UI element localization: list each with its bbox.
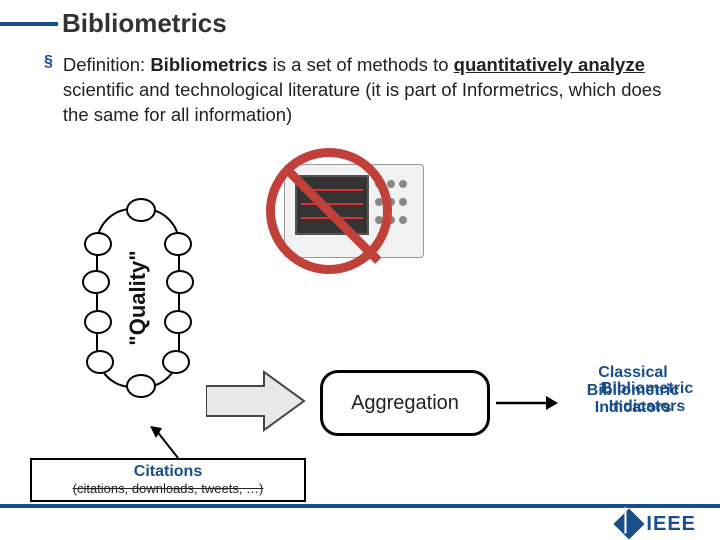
- arrow-aggregation-to-indicators: [496, 394, 558, 412]
- ieee-logo-text: IEEE: [646, 513, 696, 536]
- definition-keyphrase: quantitatively analyze: [454, 54, 645, 75]
- definition-mid: is a set of methods to: [268, 54, 454, 75]
- definition-text: Definition: Bibliometrics is a set of me…: [63, 53, 684, 128]
- definition-prefix: Definition:: [63, 54, 150, 75]
- indicators-shadow-line2: Bibliometric: [574, 380, 720, 398]
- cloud-bump: [84, 310, 112, 334]
- bullet-icon: §: [44, 53, 53, 71]
- citations-title: Citations: [32, 463, 304, 481]
- definition-term: Bibliometrics: [150, 54, 267, 75]
- cloud-bump: [164, 310, 192, 334]
- indicators-shadow-line3: Indicators: [574, 398, 720, 416]
- slide-title: Bibliometrics: [62, 8, 720, 39]
- cloud-bump: [164, 232, 192, 256]
- classical-indicators-label: Classical Bibliometric Indicators Biblio…: [560, 364, 706, 417]
- indicators-line1: Classical: [560, 364, 706, 382]
- arrow-quality-to-aggregation: [206, 368, 306, 434]
- definition-suffix: scientific and technological literature …: [63, 79, 661, 125]
- quality-label: "Quality": [125, 250, 151, 345]
- diagram-stage: "Quality" Aggregation Classical Bibliome…: [0, 140, 720, 498]
- cloud-bump: [84, 232, 112, 256]
- prohibit-icon: [266, 148, 392, 274]
- ieee-diamond-icon: [614, 508, 645, 539]
- cloud-bump: [86, 350, 114, 374]
- arrow-citations-to-quality: [150, 426, 190, 460]
- citations-box: Citations (citations, downloads, tweets,…: [30, 458, 306, 502]
- ieee-logo: IEEE: [618, 513, 696, 536]
- definition-block: § Definition: Bibliometrics is a set of …: [44, 53, 684, 128]
- cloud-bump: [126, 374, 156, 398]
- cloud-bump: [166, 270, 194, 294]
- aggregation-label: Aggregation: [351, 392, 459, 415]
- slide-footer: IEEE: [0, 504, 720, 540]
- slide-title-region: Bibliometrics: [0, 0, 720, 39]
- cloud-bump: [126, 198, 156, 222]
- quality-cloud: "Quality": [96, 208, 180, 388]
- title-accent-bar: [0, 22, 58, 26]
- citations-subtitle: (citations, downloads, tweets, …): [32, 481, 304, 496]
- cloud-bump: [162, 350, 190, 374]
- aggregation-box: Aggregation: [320, 370, 490, 436]
- indicators-shadow: Bibliometric Indicators: [574, 380, 720, 415]
- cloud-bump: [82, 270, 110, 294]
